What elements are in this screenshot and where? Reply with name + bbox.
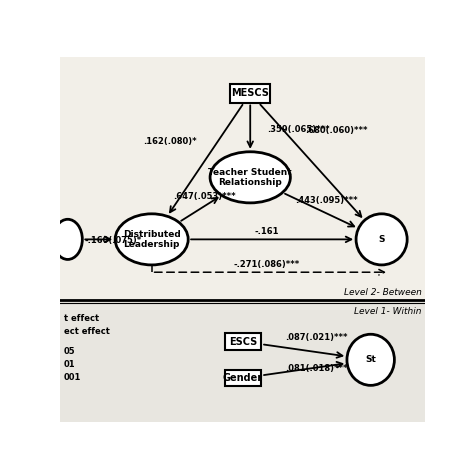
Text: t effect: t effect	[64, 314, 99, 323]
Text: .680(.060)***: .680(.060)***	[305, 127, 367, 136]
Text: -.161: -.161	[255, 227, 279, 236]
FancyBboxPatch shape	[230, 84, 270, 102]
Text: S: S	[378, 235, 385, 244]
Text: ect effect: ect effect	[64, 327, 110, 336]
Text: .087(.021)***: .087(.021)***	[285, 333, 347, 342]
Ellipse shape	[347, 334, 394, 385]
Text: 01: 01	[64, 360, 76, 369]
Text: .162(.080)*: .162(.080)*	[143, 137, 197, 146]
Text: Level 2- Between: Level 2- Between	[344, 288, 422, 297]
FancyBboxPatch shape	[61, 57, 425, 300]
Text: -.271(.086)***: -.271(.086)***	[234, 260, 300, 269]
Text: .081(.018)***: .081(.018)***	[285, 364, 347, 373]
Text: .443(.095)***: .443(.095)***	[296, 196, 358, 205]
Ellipse shape	[115, 214, 188, 265]
Text: 05: 05	[64, 347, 76, 356]
Text: Gender: Gender	[223, 373, 263, 383]
Text: Distributed
Leadership: Distributed Leadership	[123, 230, 181, 249]
Text: Teacher Student
Relationship: Teacher Student Relationship	[209, 168, 292, 187]
FancyBboxPatch shape	[61, 300, 425, 422]
Text: MESCS: MESCS	[231, 88, 269, 99]
Text: ESCS: ESCS	[229, 337, 257, 346]
Text: .359(.065)***: .359(.065)***	[267, 126, 329, 134]
Text: -.160(.075)*: -.160(.075)*	[85, 236, 142, 245]
FancyBboxPatch shape	[225, 333, 261, 350]
FancyBboxPatch shape	[225, 370, 261, 386]
Ellipse shape	[356, 214, 407, 265]
Ellipse shape	[210, 152, 291, 203]
Text: 001: 001	[64, 373, 82, 382]
Text: St: St	[365, 356, 376, 365]
Text: .647(.053)***: .647(.053)***	[173, 192, 236, 201]
Text: Level 1- Within: Level 1- Within	[354, 307, 422, 316]
Ellipse shape	[53, 219, 82, 259]
